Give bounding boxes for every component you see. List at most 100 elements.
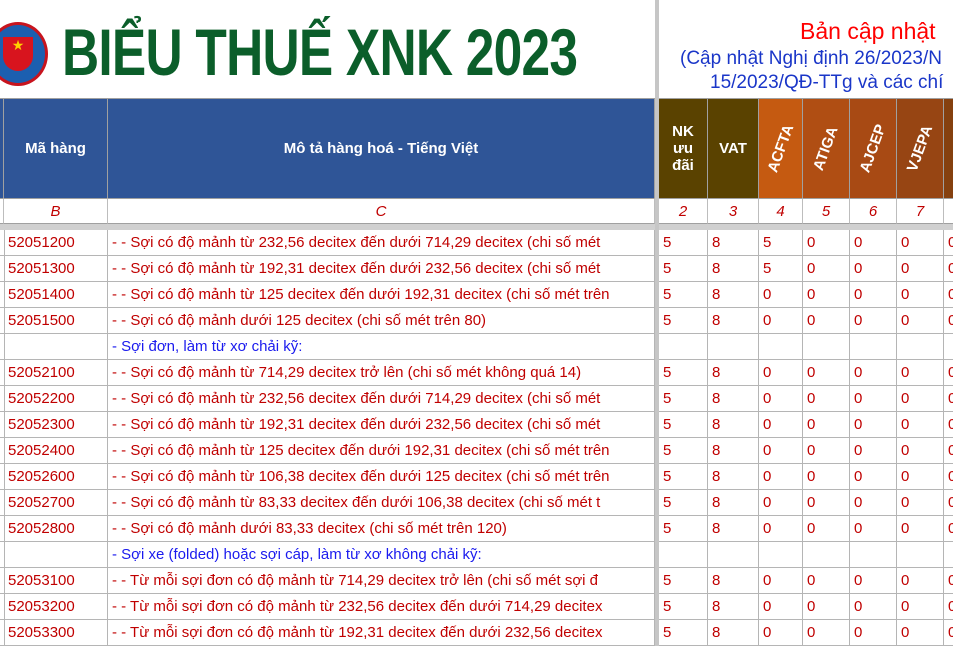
rate-cell[interactable]	[708, 334, 759, 359]
table-row[interactable]: - Sợi xe (folded) hoặc sợi cáp, làm từ x…	[0, 542, 953, 568]
table-row[interactable]: 52053300- - Từ mỗi sợi đơn có độ mảnh từ…	[0, 620, 953, 646]
rate-cell[interactable]: 0	[759, 386, 803, 411]
rate-cell[interactable]: 0	[803, 516, 850, 541]
hs-code-cell[interactable]: 52051400	[4, 282, 108, 307]
description-cell[interactable]: - - Sợi có độ mảnh từ 714,29 decitex trở…	[108, 360, 655, 385]
row-marker-cell[interactable]	[0, 308, 5, 333]
description-cell[interactable]: - - Sợi có độ mảnh từ 232,56 decitex đến…	[108, 230, 655, 255]
column-header[interactable]	[0, 98, 4, 198]
table-row[interactable]: 52052300- - Sợi có độ mảnh từ 192,31 dec…	[0, 412, 953, 438]
column-header[interactable]: ACFTA	[759, 98, 803, 198]
rate-cell[interactable]: 0	[944, 594, 953, 619]
rate-cell[interactable]: 0	[850, 282, 897, 307]
table-row[interactable]: 52052700- - Sợi có độ mảnh từ 83,33 deci…	[0, 490, 953, 516]
table-row[interactable]: 52051200- - Sợi có độ mảnh từ 232,56 dec…	[0, 230, 953, 256]
rate-cell[interactable]: 0	[803, 386, 850, 411]
rate-cell[interactable]: 8	[708, 620, 759, 645]
rate-cell[interactable]: 8	[708, 438, 759, 463]
hs-code-cell[interactable]	[4, 334, 108, 359]
rate-cell[interactable]: 0	[897, 282, 944, 307]
frozen-pane-divider[interactable]	[655, 0, 659, 646]
rate-cell[interactable]: 0	[897, 516, 944, 541]
row-marker-cell[interactable]	[0, 230, 5, 255]
rate-cell[interactable]: 0	[944, 620, 953, 645]
rate-cell[interactable]: 0	[759, 620, 803, 645]
row-marker-cell[interactable]	[0, 568, 5, 593]
rate-cell[interactable]: 0	[897, 360, 944, 385]
rate-cell[interactable]: 0	[850, 516, 897, 541]
hs-code-cell[interactable]: 52051200	[4, 230, 108, 255]
table-row[interactable]: 52053100- - Từ mỗi sợi đơn có độ mảnh từ…	[0, 568, 953, 594]
rate-cell[interactable]: 0	[944, 256, 953, 281]
rate-cell[interactable]: 0	[897, 386, 944, 411]
rate-cell[interactable]: 0	[803, 490, 850, 515]
rate-cell[interactable]: 0	[897, 438, 944, 463]
rate-cell[interactable]: 0	[897, 568, 944, 593]
rate-cell[interactable]: 0	[944, 360, 953, 385]
hs-code-cell[interactable]: 52053100	[4, 568, 108, 593]
rate-cell[interactable]: 0	[803, 594, 850, 619]
rate-cell[interactable]: 0	[803, 438, 850, 463]
rate-cell[interactable]: 0	[944, 438, 953, 463]
row-marker-cell[interactable]	[0, 594, 5, 619]
column-header[interactable]	[944, 98, 953, 198]
description-cell[interactable]: - Sợi xe (folded) hoặc sợi cáp, làm từ x…	[108, 542, 655, 567]
rate-cell[interactable]	[759, 334, 803, 359]
hs-code-cell[interactable]: 52052700	[4, 490, 108, 515]
table-row[interactable]: 52052400- - Sợi có độ mảnh từ 125 decite…	[0, 438, 953, 464]
rate-cell[interactable]: 0	[944, 282, 953, 307]
rate-cell[interactable]: 0	[759, 568, 803, 593]
rate-cell[interactable]	[708, 542, 759, 567]
rate-cell[interactable]: 0	[897, 594, 944, 619]
rate-cell[interactable]: 8	[708, 594, 759, 619]
rate-cell[interactable]: 0	[944, 464, 953, 489]
column-header[interactable]: VJEPA	[897, 98, 944, 198]
rate-cell[interactable]: 0	[850, 490, 897, 515]
rate-cell[interactable]: 0	[850, 568, 897, 593]
rate-cell[interactable]	[850, 334, 897, 359]
rate-cell[interactable]: 0	[850, 438, 897, 463]
rate-cell[interactable]	[759, 542, 803, 567]
hs-code-cell[interactable]: 52051500	[4, 308, 108, 333]
rate-cell[interactable]: 8	[708, 490, 759, 515]
description-cell[interactable]: - - Từ mỗi sợi đơn có độ mảnh từ 192,31 …	[108, 620, 655, 645]
rate-cell[interactable]: 8	[708, 568, 759, 593]
rate-cell[interactable]: 8	[708, 464, 759, 489]
hs-code-cell[interactable]: 52052300	[4, 412, 108, 437]
description-cell[interactable]: - - Từ mỗi sợi đơn có độ mảnh từ 714,29 …	[108, 568, 655, 593]
rate-cell[interactable]: 0	[897, 308, 944, 333]
row-marker-cell[interactable]	[0, 438, 5, 463]
column-header[interactable]: AJCEP	[850, 98, 897, 198]
rate-cell[interactable]: 5	[659, 438, 708, 463]
rate-cell[interactable]: 5	[659, 282, 708, 307]
rate-cell[interactable]: 0	[759, 308, 803, 333]
row-marker-cell[interactable]	[0, 256, 5, 281]
rate-cell[interactable]: 0	[897, 412, 944, 437]
rate-cell[interactable]: 0	[944, 516, 953, 541]
rate-cell[interactable]	[850, 542, 897, 567]
table-row[interactable]: 52052600- - Sợi có độ mảnh từ 106,38 dec…	[0, 464, 953, 490]
description-cell[interactable]: - - Sợi có độ mảnh từ 192,31 decitex đến…	[108, 256, 655, 281]
rate-cell[interactable]: 0	[759, 360, 803, 385]
rate-cell[interactable]: 0	[897, 490, 944, 515]
rate-cell[interactable]	[944, 542, 953, 567]
rate-cell[interactable]: 0	[944, 308, 953, 333]
row-marker-cell[interactable]	[0, 282, 5, 307]
rate-cell[interactable]: 0	[897, 620, 944, 645]
rate-cell[interactable]: 0	[803, 412, 850, 437]
row-marker-cell[interactable]	[0, 516, 5, 541]
rate-cell[interactable]: 5	[759, 256, 803, 281]
rate-cell[interactable]: 0	[850, 620, 897, 645]
rate-cell[interactable]: 8	[708, 256, 759, 281]
rate-cell[interactable]	[659, 542, 708, 567]
rate-cell[interactable]: 0	[944, 412, 953, 437]
rate-cell[interactable]: 0	[803, 620, 850, 645]
table-row[interactable]: - Sợi đơn, làm từ xơ chải kỹ:	[0, 334, 953, 360]
rate-cell[interactable]: 5	[659, 308, 708, 333]
rate-cell[interactable]	[897, 334, 944, 359]
table-row[interactable]: 52052800- - Sợi có độ mảnh dưới 83,33 de…	[0, 516, 953, 542]
rate-cell[interactable]: 0	[897, 230, 944, 255]
rate-cell[interactable]	[897, 542, 944, 567]
rate-cell[interactable]: 0	[850, 256, 897, 281]
rate-cell[interactable]: 0	[944, 568, 953, 593]
